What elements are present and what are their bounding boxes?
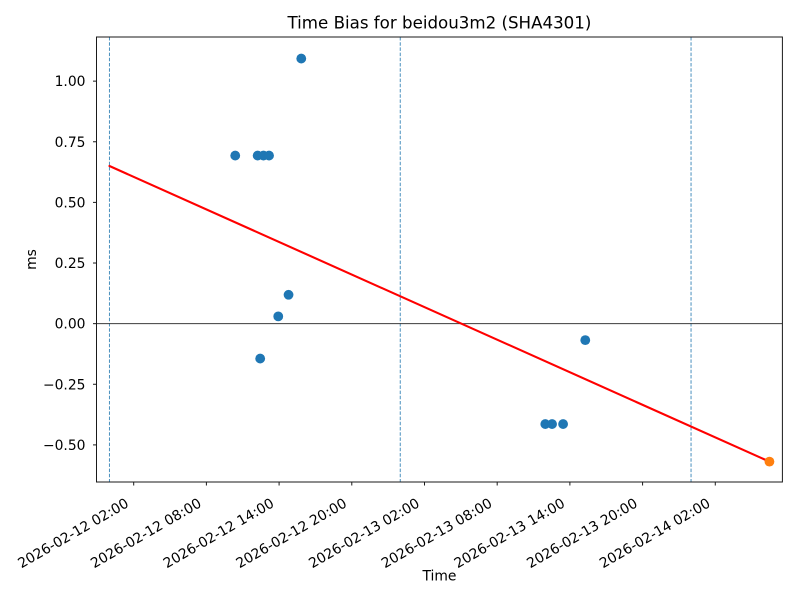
measured-bias-point	[230, 150, 241, 161]
measured-bias-point	[283, 289, 294, 300]
measured-bias-point	[255, 353, 266, 364]
measured-bias-point	[264, 150, 274, 161]
y-tick-label: 0.50	[55, 195, 86, 211]
measured-bias-point	[273, 311, 284, 322]
chart-title: Time Bias for beidou3m2 (SHA4301)	[287, 14, 592, 33]
y-tick-label: −0.50	[43, 438, 86, 454]
y-tick-label: 0.25	[55, 256, 86, 272]
axes-spines	[96, 36, 783, 483]
y-tick-label: −0.25	[43, 377, 86, 393]
measured-bias-point	[547, 419, 557, 429]
y-tick-label: 0.00	[55, 317, 86, 333]
y-tick-label: 1.00	[55, 74, 86, 90]
measured-bias-point	[296, 53, 307, 64]
y-axis-label: ms	[24, 249, 40, 270]
x-axis-label: Time	[421, 569, 456, 585]
measured-bias-point	[540, 419, 551, 429]
measured-bias-point	[558, 419, 568, 429]
y-tick-label: 0.75	[55, 135, 86, 151]
trend-line	[108, 164, 771, 463]
predicted-bias-point	[764, 456, 775, 467]
measured-bias-point	[580, 335, 591, 346]
